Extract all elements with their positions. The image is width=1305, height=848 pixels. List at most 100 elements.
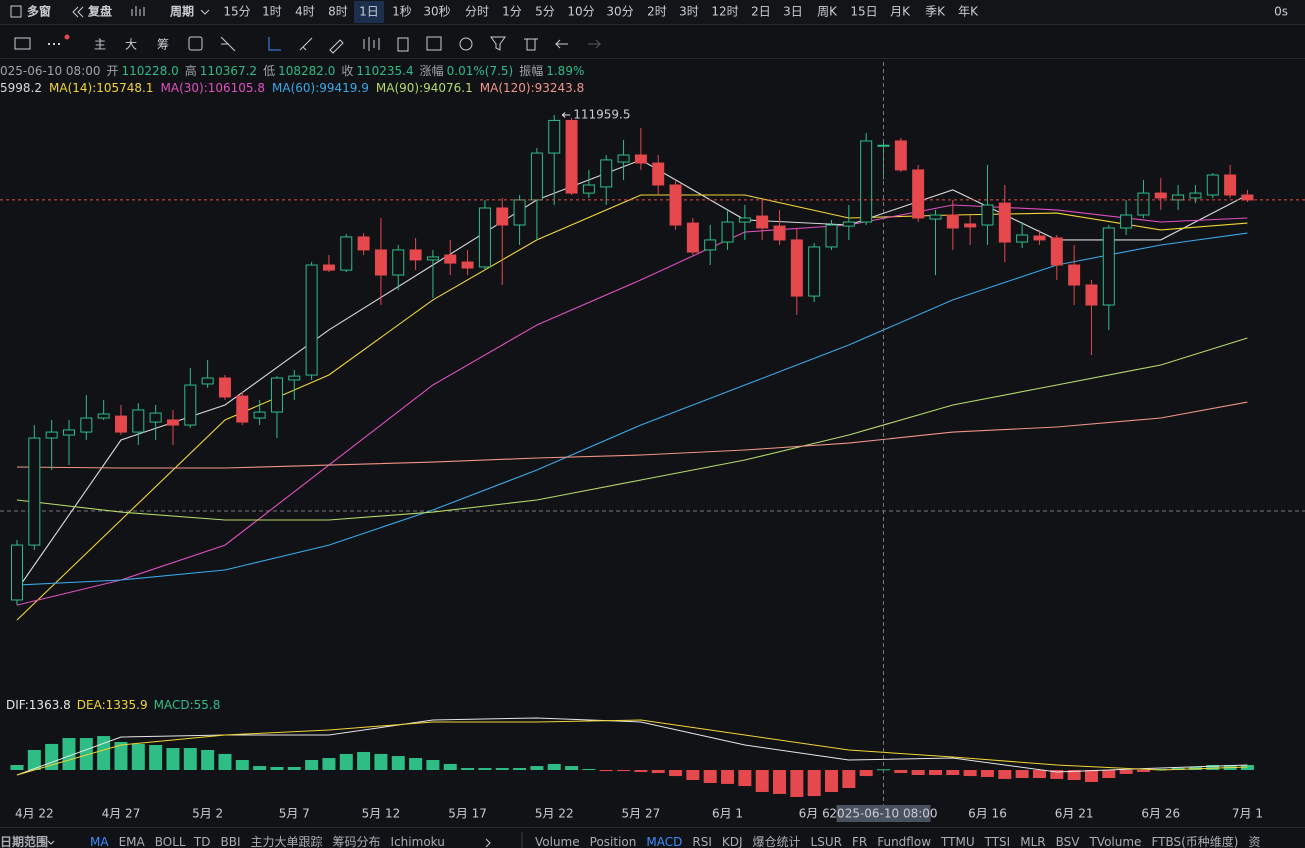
info-date: 025-06-10 08:00 <box>0 64 101 78</box>
tool-icon[interactable] <box>363 37 380 51</box>
macd-bar <box>599 770 613 772</box>
period-button[interactable]: 5分 <box>535 5 555 19</box>
indicator-tab[interactable]: TVolume <box>1088 835 1141 848</box>
indicator-tab[interactable]: 爆仓统计 <box>753 835 801 848</box>
indicator-tab[interactable]: TTSI <box>984 835 1011 848</box>
period-button[interactable]: 2日 <box>751 5 771 19</box>
macd-bar <box>565 766 579 770</box>
macd-bar <box>1067 770 1081 780</box>
indicator-tab[interactable]: MLR <box>1020 835 1045 848</box>
multi-window-icon[interactable] <box>10 5 22 18</box>
period-button[interactable]: 分时 <box>465 5 489 19</box>
indicator-tab[interactable]: BOLL <box>155 835 186 848</box>
tool-icon[interactable] <box>299 37 313 51</box>
period-button[interactable]: 4时 <box>295 5 315 19</box>
period-button[interactable]: 1秒 <box>392 5 412 19</box>
legend-entry: MACD:55.8 <box>154 698 221 712</box>
candle-body <box>686 222 699 253</box>
chevron <box>200 9 210 15</box>
period-button[interactable]: 10分 <box>567 5 594 19</box>
tool-icon[interactable] <box>268 37 281 51</box>
info-key: 高 <box>185 63 197 78</box>
macd-bar <box>357 751 371 770</box>
indicator-tab[interactable]: LSUR <box>811 835 842 848</box>
indicator-tab[interactable]: Fundflow <box>877 835 931 848</box>
chart-type-icon[interactable] <box>131 6 145 16</box>
period-button[interactable]: 15日 <box>850 5 877 19</box>
macd-bar <box>928 770 942 775</box>
period-button[interactable]: 年K <box>958 5 979 19</box>
indicator-tab[interactable]: TTMU <box>940 835 975 848</box>
period-button[interactable]: 2时 <box>647 5 667 19</box>
period-button[interactable]: 30秒 <box>423 5 450 19</box>
indicator-toggle[interactable]: 大 <box>125 38 137 52</box>
x-tick-label: 4月 27 <box>102 807 141 821</box>
ma-legend: 5998.2 MA(14):105748.1 MA(30):106105.8 MA(6… <box>0 81 584 95</box>
macd-bar <box>721 770 735 784</box>
candle-body <box>253 411 266 419</box>
indicator-toggle[interactable]: 主 <box>94 38 106 52</box>
indicator-tab[interactable]: BBI <box>221 835 241 848</box>
indicator-tab[interactable]: Ichimoku <box>391 835 445 848</box>
replay-icon[interactable] <box>72 6 84 18</box>
indicator-tab[interactable]: Volume <box>535 835 580 848</box>
indicator-tab[interactable]: Position <box>590 835 637 848</box>
macd-bar <box>339 753 353 770</box>
indicator-tab[interactable]: 资 <box>1248 835 1260 848</box>
indicator-tab[interactable]: MA <box>90 835 109 848</box>
redo-icon[interactable] <box>588 39 602 49</box>
period-button[interactable]: 3时 <box>679 5 699 19</box>
period-button[interactable]: 月K <box>890 5 911 19</box>
indicator-tab[interactable]: FTBS(币种维度) <box>1151 834 1238 848</box>
candle-body <box>80 417 93 433</box>
tool-icon[interactable] <box>426 36 442 51</box>
macd-bar <box>374 753 388 770</box>
info-key: 振幅 <box>519 63 543 78</box>
indicator-tab[interactable]: KDJ <box>722 835 743 848</box>
tool-icon[interactable] <box>188 36 203 51</box>
indicator-tab[interactable]: 筹码分布 <box>333 835 381 848</box>
macd-bar <box>131 743 145 770</box>
tool-icon[interactable] <box>459 37 473 51</box>
period-button[interactable]: 3日 <box>783 5 803 19</box>
undo-icon[interactable] <box>554 39 568 49</box>
legend-entry: MA(90):94076.1 <box>376 81 473 95</box>
macd-bar <box>790 770 804 797</box>
indicator-tab[interactable]: 主力大单跟踪 <box>251 835 323 848</box>
indicator-tab[interactable]: FR <box>852 835 867 848</box>
period-button[interactable]: 12时 <box>711 5 738 19</box>
tool-icon[interactable] <box>329 39 344 54</box>
period-button[interactable]: 周K <box>817 5 838 19</box>
indicator-tab[interactable]: 日期范围 <box>0 834 48 848</box>
tool-icon[interactable] <box>524 38 538 51</box>
candle-body <box>1241 194 1254 201</box>
indicator-tab[interactable]: EMA <box>119 835 146 848</box>
period-button[interactable]: 1日 <box>359 5 379 19</box>
indicator-toggle[interactable]: 筹 <box>157 38 169 52</box>
toolbar-button[interactable]: 多窗 <box>27 4 51 19</box>
indicator-tab[interactable]: RSI <box>692 835 712 848</box>
indicator-tab[interactable]: TD <box>193 835 211 848</box>
x-tick-label: 6月 6 <box>799 807 830 821</box>
scroll-arrow[interactable] <box>485 838 491 848</box>
x-tick-label: 5月 12 <box>362 807 401 821</box>
tool-icon[interactable] <box>397 37 409 52</box>
indicator-tab[interactable]: MACD <box>646 835 682 848</box>
tool-icon[interactable] <box>220 36 236 52</box>
tool-icon[interactable] <box>490 36 506 51</box>
toolbar-button[interactable]: 复盘 <box>87 4 112 19</box>
macd-bar <box>842 770 856 789</box>
macd-bar <box>305 760 319 770</box>
layout-icon[interactable] <box>14 37 31 50</box>
period-button[interactable]: 1时 <box>262 5 282 19</box>
period-button[interactable]: 季K <box>925 5 946 19</box>
period-button[interactable]: 1分 <box>502 5 522 19</box>
candle-body <box>322 264 335 271</box>
indicator-tab[interactable]: BSV <box>1056 835 1081 848</box>
period-button[interactable]: 15分 <box>223 5 250 19</box>
period-button[interactable]: 8时 <box>328 5 348 19</box>
period-button[interactable]: 30分 <box>606 5 633 19</box>
info-value: 110367.2 <box>200 64 257 78</box>
candle-body <box>374 249 387 276</box>
toolbar-button[interactable]: 周期 <box>170 4 194 19</box>
